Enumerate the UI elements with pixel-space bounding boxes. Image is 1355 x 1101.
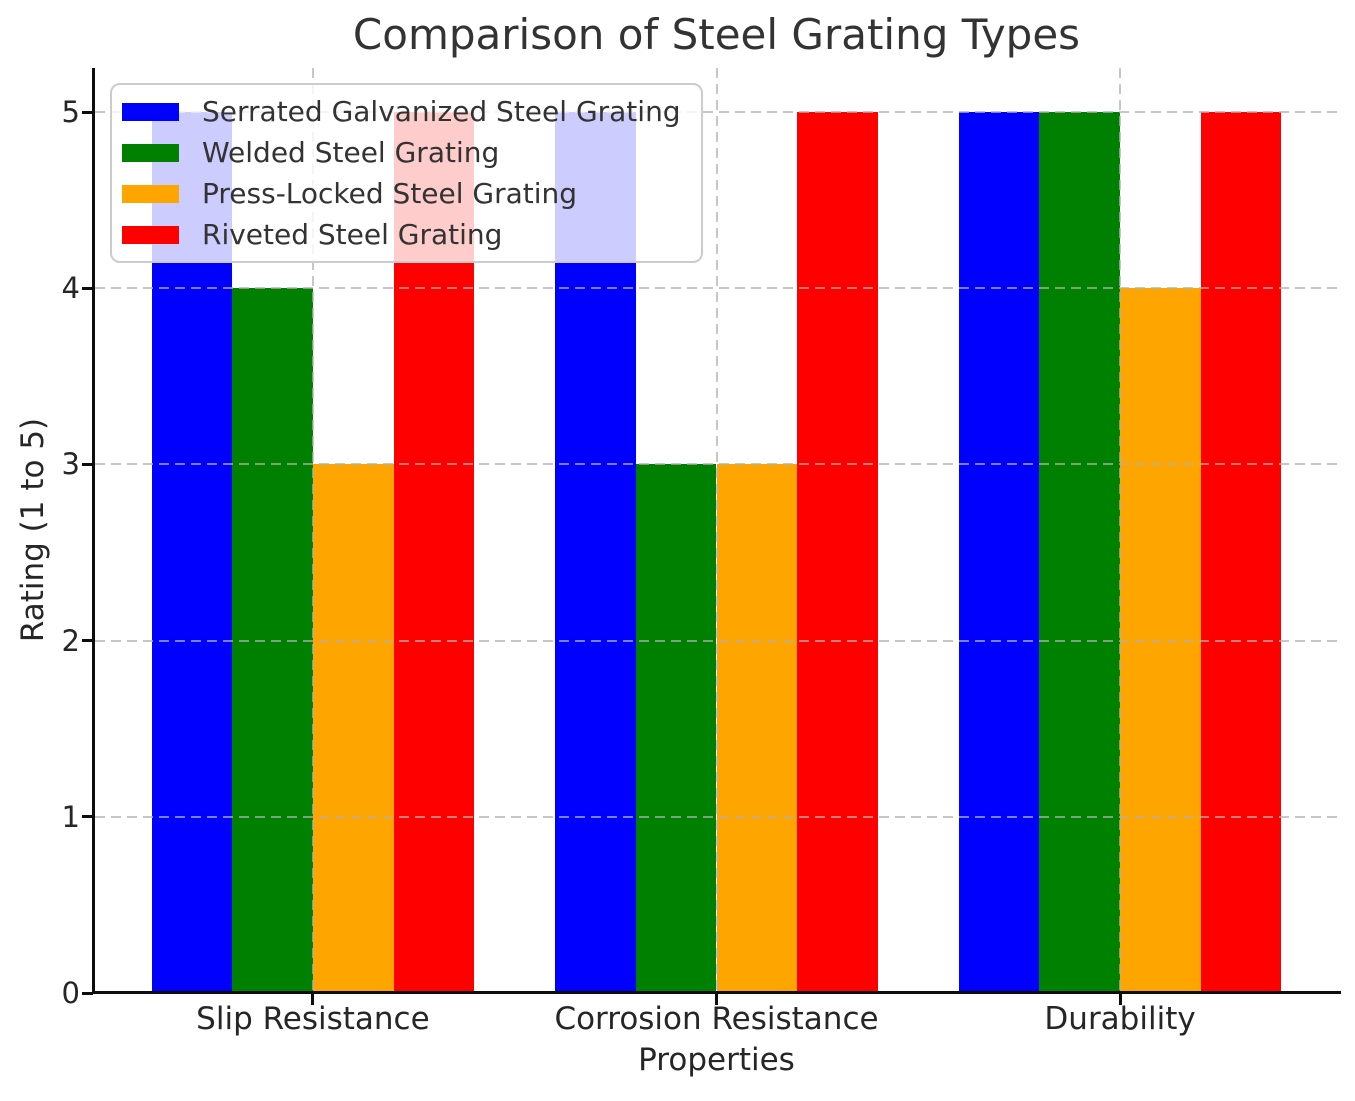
y-tick-label-2: 2 <box>61 623 80 658</box>
bar-press-locked-steel-grating-1 <box>716 464 798 993</box>
y-tick-label-1: 1 <box>61 799 80 834</box>
y-tick-1 <box>82 815 93 819</box>
legend: Serrated Galvanized Steel Grating Welded … <box>110 83 703 263</box>
legend-label-2: Press-Locked Steel Grating <box>202 177 578 210</box>
legend-label-0: Serrated Galvanized Steel Grating <box>202 95 681 128</box>
bar-riveted-steel-grating-2 <box>1200 112 1282 993</box>
chart-title: Comparison of Steel Grating Types <box>352 10 1081 59</box>
bar-welded-steel-grating-0 <box>232 288 313 993</box>
legend-label-1: Welded Steel Grating <box>202 136 500 169</box>
legend-swatch-1 <box>122 143 179 162</box>
y-tick-0 <box>82 991 93 995</box>
legend-item-0: Serrated Galvanized Steel Grating <box>122 91 681 132</box>
bar-press-locked-steel-grating-0 <box>312 464 394 993</box>
x-tick-0 <box>311 994 315 1005</box>
legend-swatch-0 <box>122 102 179 121</box>
plot-area: Serrated Galvanized Steel Grating Welded … <box>95 68 1338 993</box>
bar-welded-steel-grating-1 <box>635 464 717 993</box>
legend-item-1: Welded Steel Grating <box>122 132 681 173</box>
legend-item-3: Riveted Steel Grating <box>122 214 681 255</box>
x-tick-2 <box>1118 994 1122 1005</box>
bar-welded-steel-grating-2 <box>1039 112 1121 993</box>
legend-swatch-3 <box>122 225 179 244</box>
legend-label-3: Riveted Steel Grating <box>202 218 503 251</box>
x-tick-label-2: Durability <box>1044 1001 1196 1037</box>
y-tick-5 <box>82 110 93 114</box>
x-tick-1 <box>715 994 718 1005</box>
x-tick-label-1: Corrosion Resistance <box>554 1001 879 1037</box>
legend-swatch-2 <box>122 184 179 203</box>
y-tick-label-3: 3 <box>61 447 80 482</box>
y-tick-label-4: 4 <box>61 271 80 306</box>
bar-press-locked-steel-grating-2 <box>1120 288 1201 993</box>
bar-serrated-galvanized-steel-grating-2 <box>958 112 1040 993</box>
legend-item-2: Press-Locked Steel Grating <box>122 173 681 214</box>
y-axis-spine <box>92 68 95 994</box>
y-tick-4 <box>82 286 93 290</box>
bar-riveted-steel-grating-1 <box>797 112 878 993</box>
y-tick-label-5: 5 <box>61 95 80 130</box>
y-tick-label-0: 0 <box>61 976 80 1010</box>
x-tick-label-0: Slip Resistance <box>196 1001 430 1037</box>
y-tick-3 <box>82 462 93 466</box>
y-tick-2 <box>82 639 93 643</box>
x-axis-label: Properties <box>638 1042 795 1078</box>
